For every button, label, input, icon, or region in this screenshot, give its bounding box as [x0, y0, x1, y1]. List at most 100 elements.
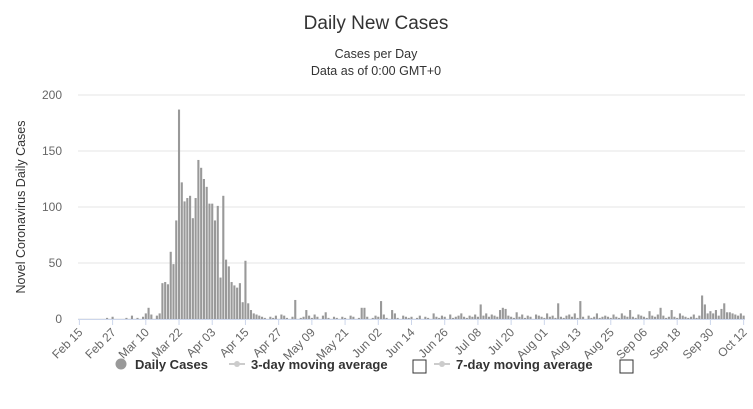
bar: [717, 315, 720, 319]
bar: [582, 316, 585, 319]
bar: [595, 313, 598, 319]
y-tick-label: 100: [42, 200, 62, 214]
bar: [410, 316, 413, 319]
bar: [391, 310, 394, 319]
bar: [529, 316, 532, 319]
bar: [634, 317, 637, 319]
bar: [197, 159, 200, 319]
bar: [374, 315, 377, 319]
bar: [454, 316, 457, 319]
bar: [125, 317, 128, 319]
legend-item[interactable]: 3-day moving average: [229, 357, 388, 372]
bar: [698, 315, 701, 319]
bar: [557, 303, 560, 319]
bar: [341, 316, 344, 319]
x-tick-label: Jun 26: [415, 325, 451, 361]
bar: [189, 195, 192, 319]
legend-item[interactable]: 7-day moving average: [434, 357, 593, 372]
bar: [158, 313, 161, 319]
x-tick-label: Jul 08: [451, 325, 484, 358]
bar: [648, 311, 651, 319]
bar: [191, 218, 194, 319]
bar: [493, 315, 496, 319]
bar: [344, 317, 347, 319]
bar: [294, 299, 297, 319]
bar: [136, 317, 139, 319]
bar: [244, 260, 247, 319]
bar: [645, 317, 648, 319]
bar: [673, 316, 676, 319]
bar: [440, 315, 443, 319]
bar: [360, 307, 363, 319]
bar: [385, 317, 388, 319]
bar: [169, 251, 172, 319]
bar: [593, 316, 596, 319]
bar: [216, 205, 219, 319]
bar: [161, 283, 164, 319]
bar: [631, 316, 634, 319]
bar: [404, 316, 408, 319]
bar: [324, 312, 327, 319]
x-tick-label: Sep 06: [613, 325, 650, 362]
chart-title: Daily New Cases: [304, 13, 449, 34]
bar: [482, 315, 485, 319]
bar: [177, 109, 181, 319]
bar: [269, 316, 272, 319]
bar: [689, 316, 693, 319]
bar: [316, 316, 319, 319]
bar: [728, 312, 731, 319]
bar: [601, 316, 604, 319]
bar: [629, 310, 632, 319]
bar: [147, 307, 150, 319]
bar: [476, 316, 479, 319]
bar: [460, 313, 463, 319]
checkbox[interactable]: [619, 359, 634, 374]
bar: [543, 317, 546, 319]
bar: [451, 317, 455, 319]
legend-label: 7-day moving average: [456, 357, 593, 372]
bar: [457, 315, 460, 319]
y-tick-label: 50: [49, 256, 63, 270]
bar: [659, 307, 662, 319]
y-axis-label: Novel Coronavirus Daily Cases: [14, 121, 28, 294]
bar: [568, 314, 571, 319]
bar: [186, 198, 189, 319]
bar: [130, 315, 134, 319]
x-tick-label: Apr 27: [250, 325, 285, 360]
x-tick-label: Sep 30: [680, 325, 717, 362]
x-tick-label: Jun 14: [382, 325, 418, 361]
bar: [723, 303, 726, 319]
bar: [656, 314, 659, 319]
bar: [510, 316, 513, 319]
x-tick-label: Feb 15: [49, 325, 86, 362]
checkbox[interactable]: [412, 359, 427, 374]
bar: [479, 304, 482, 319]
legend-marker: [439, 361, 445, 367]
bar: [327, 317, 330, 319]
bar: [562, 317, 565, 319]
bar: [534, 314, 538, 319]
bar: [468, 315, 471, 319]
bar: [637, 314, 640, 319]
bar: [371, 317, 374, 319]
legend-marker: [115, 358, 127, 370]
legend-item[interactable]: Daily Cases: [115, 357, 209, 372]
bar: [665, 317, 668, 319]
bar: [587, 315, 590, 319]
bar: [332, 316, 336, 319]
bar: [194, 198, 197, 319]
bar: [211, 203, 214, 319]
bar: [321, 315, 324, 319]
legend-label: Daily Cases: [135, 357, 208, 372]
bar: [654, 316, 657, 319]
bar: [247, 303, 250, 319]
bar: [299, 317, 302, 319]
chart-subtitle: Cases per Day: [335, 47, 418, 61]
bar: [260, 316, 264, 319]
bar: [499, 310, 502, 319]
bar: [175, 220, 178, 319]
bar: [662, 315, 665, 319]
bar: [523, 317, 527, 319]
bar: [609, 317, 612, 319]
